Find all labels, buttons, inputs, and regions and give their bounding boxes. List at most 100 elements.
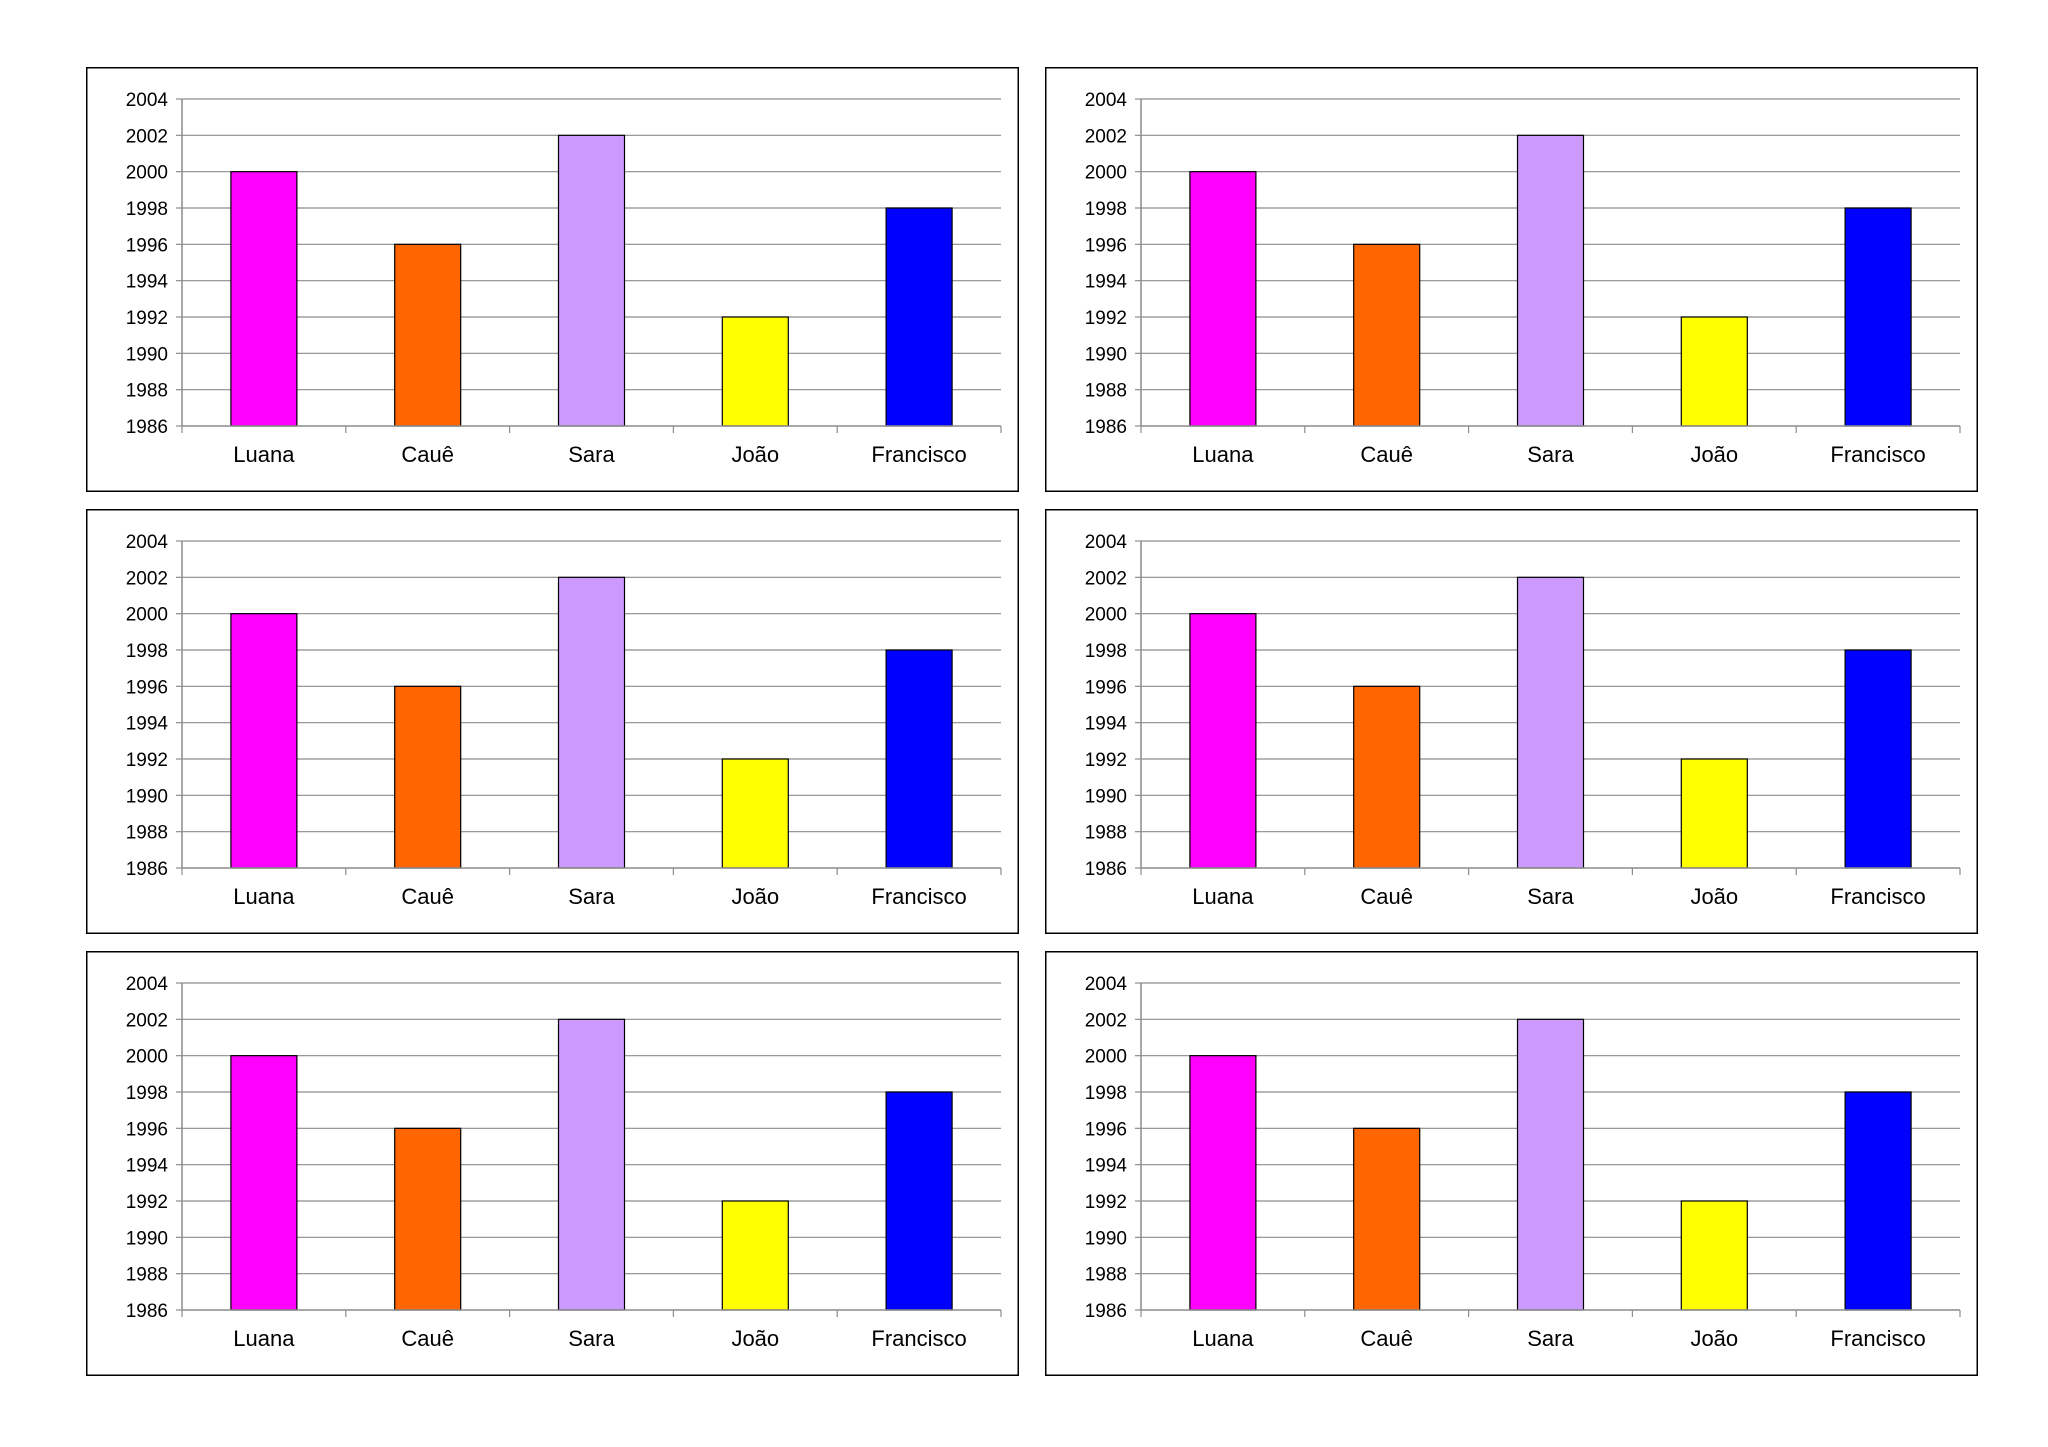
x-tick-label: Sara [568, 884, 615, 909]
x-tick-label: Sara [1527, 1326, 1574, 1351]
y-tick-label: 1996 [1085, 1119, 1127, 1140]
x-tick-label: João [1690, 884, 1738, 909]
x-tick-label: Cauê [1360, 442, 1413, 467]
bar-francisco [885, 207, 953, 427]
bar-cauê [394, 243, 462, 427]
y-tick-label: 2002 [126, 1010, 168, 1031]
y-tick-label: 1994 [126, 272, 169, 293]
bar-francisco [885, 1091, 953, 1311]
y-tick-label: 1988 [1085, 823, 1127, 844]
chart-svg: 1986 1988 1990 1992 1994 1996 1998 2000 2002 2004… [86, 509, 1019, 934]
bar-cauê [1353, 685, 1421, 869]
y-tick-label: 2000 [126, 605, 168, 626]
y-tick-label: 1994 [1085, 1156, 1128, 1177]
bar-joão [721, 316, 789, 427]
chart-svg: 1986 1988 1990 1992 1994 1996 1998 2000 2002 2004… [1045, 509, 1978, 934]
y-tick-label: 1998 [126, 641, 168, 662]
bar-chart-3: 1986 1988 1990 1992 1994 1996 1998 2000 2002 2004… [86, 509, 1019, 934]
y-tick-label: 1986 [126, 1301, 168, 1322]
bar-joão [721, 1200, 789, 1311]
bar-sara [557, 134, 626, 427]
y-tick-label: 1992 [126, 308, 168, 329]
y-tick-label: 1994 [1085, 714, 1128, 735]
bar-joão [1680, 758, 1748, 869]
y-tick-label: 1992 [126, 1192, 168, 1213]
y-tick-label: 1992 [126, 750, 168, 771]
bar-luana [1189, 171, 1257, 427]
y-tick-label: 1998 [126, 1083, 168, 1104]
y-tick-label: 1998 [1085, 641, 1127, 662]
bar-francisco [885, 649, 953, 869]
y-tick-label: 2000 [126, 163, 168, 184]
y-tick-label: 1996 [126, 677, 168, 698]
x-tick-label: Luana [233, 442, 295, 467]
chart-frame [86, 951, 1019, 1376]
y-tick-label: 2002 [126, 568, 168, 589]
bar-cauê [394, 685, 462, 869]
x-tick-label: Francisco [871, 1326, 966, 1351]
y-tick-label: 2000 [1085, 605, 1127, 626]
y-tick-label: 1998 [126, 199, 168, 220]
y-tick-label: 1990 [126, 1228, 168, 1249]
y-tick-label: 1986 [126, 859, 168, 880]
y-tick-label: 1988 [126, 1265, 168, 1286]
bar-joão [1680, 316, 1748, 427]
y-tick-label: 1988 [126, 381, 168, 402]
x-tick-label: Luana [1192, 1326, 1254, 1351]
chart-frame [86, 509, 1019, 934]
x-tick-label: Francisco [1830, 1326, 1925, 1351]
y-tick-label: 2004 [1085, 90, 1128, 111]
x-tick-label: Sara [1527, 884, 1574, 909]
y-tick-label: 1996 [126, 1119, 168, 1140]
y-tick-label: 1986 [1085, 1301, 1127, 1322]
x-tick-label: Cauê [1360, 1326, 1413, 1351]
x-tick-label: Sara [568, 442, 615, 467]
y-tick-label: 1988 [1085, 1265, 1127, 1286]
y-tick-label: 1994 [1085, 272, 1128, 293]
x-tick-label: Luana [233, 1326, 295, 1351]
chart-frame [1045, 951, 1978, 1376]
bar-sara [1516, 134, 1585, 427]
bar-sara [1516, 1018, 1585, 1311]
bar-chart-6: 1986 1988 1990 1992 1994 1996 1998 2000 2002 2004… [1045, 951, 1978, 1376]
bar-chart-5: 1986 1988 1990 1992 1994 1996 1998 2000 2002 2004… [86, 951, 1019, 1376]
y-tick-label: 1994 [126, 714, 169, 735]
y-tick-label: 2004 [126, 532, 169, 553]
y-tick-label: 1990 [126, 786, 168, 807]
bar-cauê [394, 1127, 462, 1311]
bar-luana [1189, 613, 1257, 869]
y-tick-label: 1994 [126, 1156, 169, 1177]
chart-frame [86, 67, 1019, 492]
y-tick-label: 1990 [126, 344, 168, 365]
y-tick-label: 1996 [1085, 235, 1127, 256]
y-tick-label: 1986 [1085, 417, 1127, 438]
y-tick-label: 1986 [1085, 859, 1127, 880]
bar-sara [557, 1018, 626, 1311]
y-tick-label: 1998 [1085, 1083, 1127, 1104]
x-tick-label: Sara [1527, 442, 1574, 467]
bar-sara [1516, 576, 1585, 869]
y-tick-label: 1996 [1085, 677, 1127, 698]
y-tick-label: 2004 [126, 90, 169, 111]
bar-chart-1: 1986 1988 1990 1992 1994 1996 1998 2000 2002 2004… [86, 67, 1019, 492]
y-tick-label: 2002 [1085, 568, 1127, 589]
y-tick-label: 2002 [126, 126, 168, 147]
bar-luana [230, 1055, 298, 1311]
y-tick-label: 1996 [126, 235, 168, 256]
x-tick-label: João [1690, 442, 1738, 467]
y-tick-label: 1990 [1085, 786, 1127, 807]
x-tick-label: Francisco [871, 442, 966, 467]
bar-luana [1189, 1055, 1257, 1311]
y-tick-label: 1988 [1085, 381, 1127, 402]
y-tick-label: 2002 [1085, 1010, 1127, 1031]
y-tick-label: 2004 [1085, 532, 1128, 553]
chart-frame [1045, 67, 1978, 492]
chart-frame [1045, 509, 1978, 934]
bar-francisco [1844, 207, 1912, 427]
y-tick-label: 1992 [1085, 750, 1127, 771]
x-tick-label: João [731, 884, 779, 909]
y-tick-label: 2000 [1085, 1047, 1127, 1068]
bar-luana [230, 171, 298, 427]
bar-francisco [1844, 1091, 1912, 1311]
